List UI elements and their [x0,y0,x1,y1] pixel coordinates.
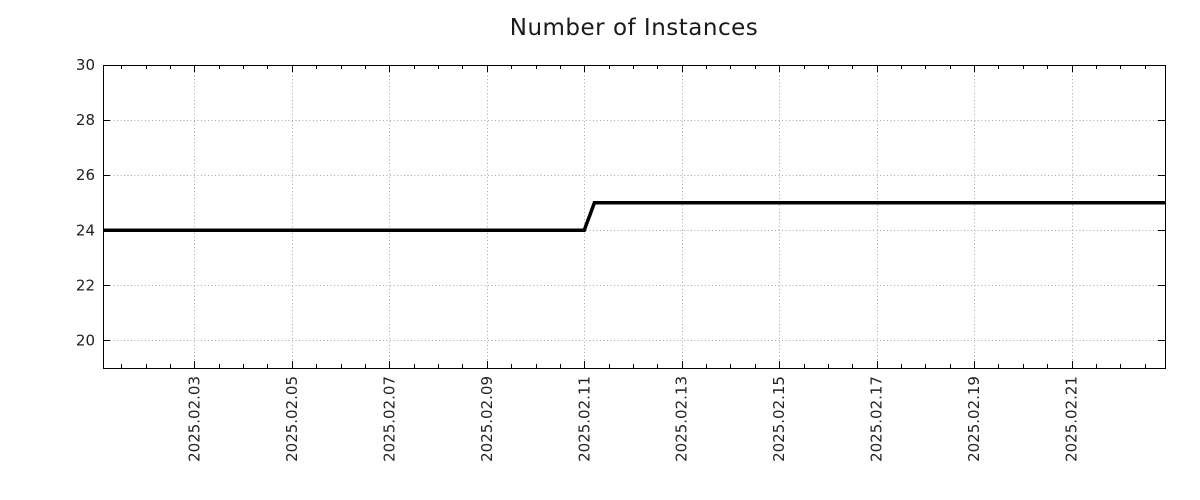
x-tick-label: 2025.02.21 [1063,376,1081,462]
y-tick-label: 24 [76,221,95,239]
axis-layer [103,65,1166,369]
x-tick-label: 2025.02.03 [185,376,203,462]
grid-layer [103,65,1165,368]
y-tick-label: 28 [76,111,95,129]
x-tick-label: 2025.02.15 [770,376,788,462]
y-tick-label: 30 [76,56,95,74]
y-tick-label: 20 [76,331,95,349]
y-tick-label: 22 [76,276,95,294]
x-tick-label: 2025.02.19 [965,376,983,462]
chart-title: Number of Instances [509,15,759,41]
x-tick-label: 2025.02.07 [380,376,398,462]
y-tick-label: 26 [76,166,95,184]
data-layer [103,200,1165,233]
x-tick-label: 2025.02.05 [283,376,301,462]
data-line-instances [103,200,1165,233]
x-tick-label: 2025.02.09 [478,376,496,462]
plot-frame [103,65,1166,369]
x-tick-label: 2025.02.17 [868,376,886,462]
x-tick-label: 2025.02.11 [575,376,593,462]
x-tick-label: 2025.02.13 [673,376,691,462]
label-layer: 2025.02.03 2025.02.05 2025.02.07 2025.02.09… [76,56,1081,462]
